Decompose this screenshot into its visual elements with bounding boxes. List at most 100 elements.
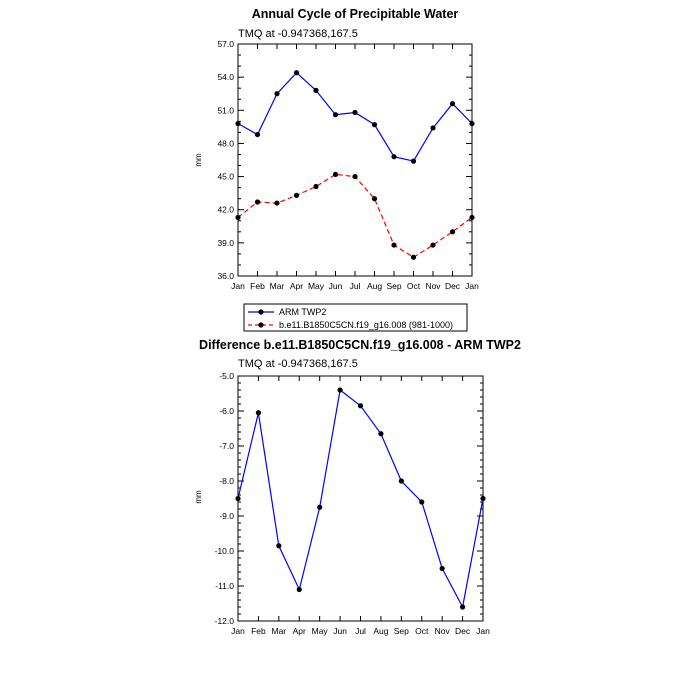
data-point [378, 431, 384, 437]
chart-title: Annual Cycle of Precipitable Water [252, 7, 459, 21]
x-tick-label: Mar [272, 626, 287, 636]
data-point [398, 478, 404, 484]
y-axis-label: mm [194, 490, 203, 504]
y-tick-label: -8.0 [219, 476, 234, 486]
y-tick-label: 45.0 [217, 172, 234, 182]
y-tick-label: 39.0 [217, 238, 234, 248]
data-point [332, 112, 339, 118]
data-point [235, 214, 241, 221]
data-point [255, 410, 262, 416]
series-line-1 [237, 388, 484, 609]
x-tick-label: Jan [465, 281, 479, 291]
y-tick-label: -5.0 [219, 371, 234, 381]
data-point [371, 196, 378, 202]
y-tick-label: -7.0 [219, 441, 234, 451]
legend-box [243, 303, 468, 332]
y-tick-label: -9.0 [219, 511, 234, 521]
data-point [469, 120, 475, 127]
legend-label-series-2: b.e11.B1850C5CN.f19_g16.008 (981-1000) [279, 320, 453, 330]
axis-ticks [237, 375, 484, 622]
x-tick-label: Jun [329, 281, 343, 291]
y-tick-label: 54.0 [217, 72, 234, 82]
y-tick-labels: -12.0 -11.0 -10.0 -9.0 -8.0 -7.0 -6.0 -5.0 [215, 371, 235, 626]
data-point [439, 565, 445, 572]
x-tick-label: Apr [293, 626, 306, 636]
chart-panel-annual-cycle: Annual Cycle of Precipitable Water TMQ a… [194, 7, 479, 332]
data-point [480, 495, 486, 502]
data-point [449, 229, 456, 235]
x-tick-label: Feb [250, 281, 265, 291]
chart-subtitle: TMQ at -0.947368,167.5 [238, 358, 358, 370]
data-point [276, 543, 282, 549]
y-tick-label: 48.0 [217, 138, 234, 148]
data-point [410, 158, 417, 164]
series-group [235, 70, 475, 260]
data-point [317, 504, 323, 510]
data-point [296, 586, 302, 593]
x-tick-label: Nov [425, 281, 441, 291]
x-tick-label: Jul [350, 281, 361, 291]
data-point [332, 171, 339, 177]
data-point [293, 192, 300, 198]
x-tick-label: May [308, 281, 325, 291]
chart-title: Difference b.e11.B1850C5CN.f19_g16.008 -… [199, 338, 521, 352]
x-tick-labels: Jan Feb Mar Apr May Jun Jul Aug Sep Oct Nov Dec Jan [231, 281, 479, 291]
x-tick-label: Sep [386, 281, 401, 291]
chart-subtitle: TMQ at -0.947368,167.5 [238, 28, 358, 40]
data-point [419, 499, 425, 505]
series-line-2 [237, 173, 473, 258]
legend: ARM TWP2 b.e11.B1850C5CN.f19_g16.008 (98… [243, 303, 468, 332]
data-point [337, 387, 343, 393]
plot-frame [237, 375, 484, 622]
x-tick-label: Feb [251, 626, 266, 636]
data-point [313, 183, 319, 190]
x-tick-labels: Jan Feb Mar Apr May Jun Jul Aug Sep Oct Nov Dec Jan [231, 626, 490, 636]
legend-marker-series-2 [258, 322, 264, 328]
y-tick-label: 51.0 [217, 105, 234, 115]
data-point [293, 70, 300, 76]
data-point [410, 254, 417, 260]
x-tick-label: Aug [373, 626, 388, 636]
x-tick-label: Jul [355, 626, 366, 636]
x-tick-label: Dec [455, 626, 471, 636]
x-tick-label: Jan [231, 281, 245, 291]
x-tick-label: Nov [435, 626, 451, 636]
x-tick-label: Oct [407, 281, 421, 291]
data-point [352, 109, 358, 116]
legend-marker-series-1 [258, 309, 264, 315]
axis-ticks [237, 43, 473, 277]
data-point [391, 154, 397, 160]
chart-panel-difference: Difference b.e11.B1850C5CN.f19_g16.008 -… [194, 338, 521, 636]
y-tick-labels: 36.0 39.0 42.0 45.0 48.0 51.0 54.0 57.0 [217, 39, 234, 281]
data-point [371, 122, 378, 128]
data-point [274, 200, 280, 206]
data-point [274, 91, 280, 97]
series-group [235, 387, 486, 610]
y-tick-label: 42.0 [217, 205, 234, 215]
x-tick-label: Jun [333, 626, 347, 636]
y-tick-label: -11.0 [215, 581, 234, 591]
data-point [391, 242, 397, 248]
data-point [235, 120, 241, 127]
data-point [459, 604, 466, 610]
data-point [449, 101, 456, 107]
y-axis-label: mm [194, 153, 203, 167]
y-tick-label: -12.0 [215, 616, 235, 626]
data-point [430, 242, 436, 248]
y-tick-label: -10.0 [215, 546, 235, 556]
y-tick-label: 57.0 [217, 39, 234, 49]
y-tick-label: -6.0 [219, 406, 234, 416]
series-line-1 [237, 71, 473, 162]
x-tick-label: Oct [415, 626, 429, 636]
plot-frame [237, 43, 473, 277]
y-tick-label: 36.0 [217, 271, 234, 281]
x-tick-label: Dec [445, 281, 461, 291]
data-point [357, 403, 364, 409]
legend-label-series-1: ARM TWP2 [279, 307, 326, 317]
data-point [235, 495, 241, 502]
x-tick-label: Jan [476, 626, 490, 636]
x-tick-label: Sep [394, 626, 409, 636]
data-point [254, 131, 261, 138]
data-point [313, 87, 319, 93]
